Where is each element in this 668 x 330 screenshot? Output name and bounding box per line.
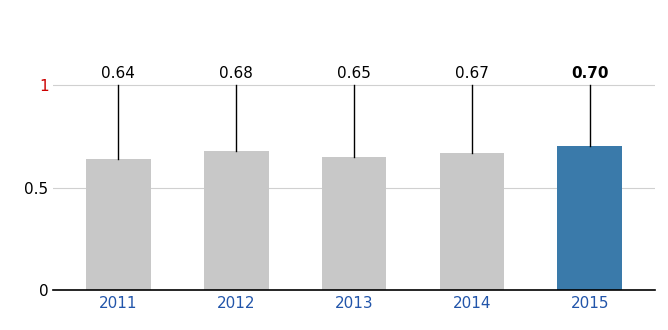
Bar: [204, 150, 269, 290]
Text: 0.64: 0.64: [102, 66, 135, 81]
Bar: [557, 147, 622, 290]
Text: 0.65: 0.65: [337, 66, 371, 81]
Text: 0.67: 0.67: [455, 66, 489, 81]
Bar: [440, 153, 504, 290]
Text: 0.68: 0.68: [219, 66, 253, 81]
Bar: [321, 157, 387, 290]
Text: 0.70: 0.70: [571, 66, 609, 81]
Bar: [86, 159, 151, 290]
